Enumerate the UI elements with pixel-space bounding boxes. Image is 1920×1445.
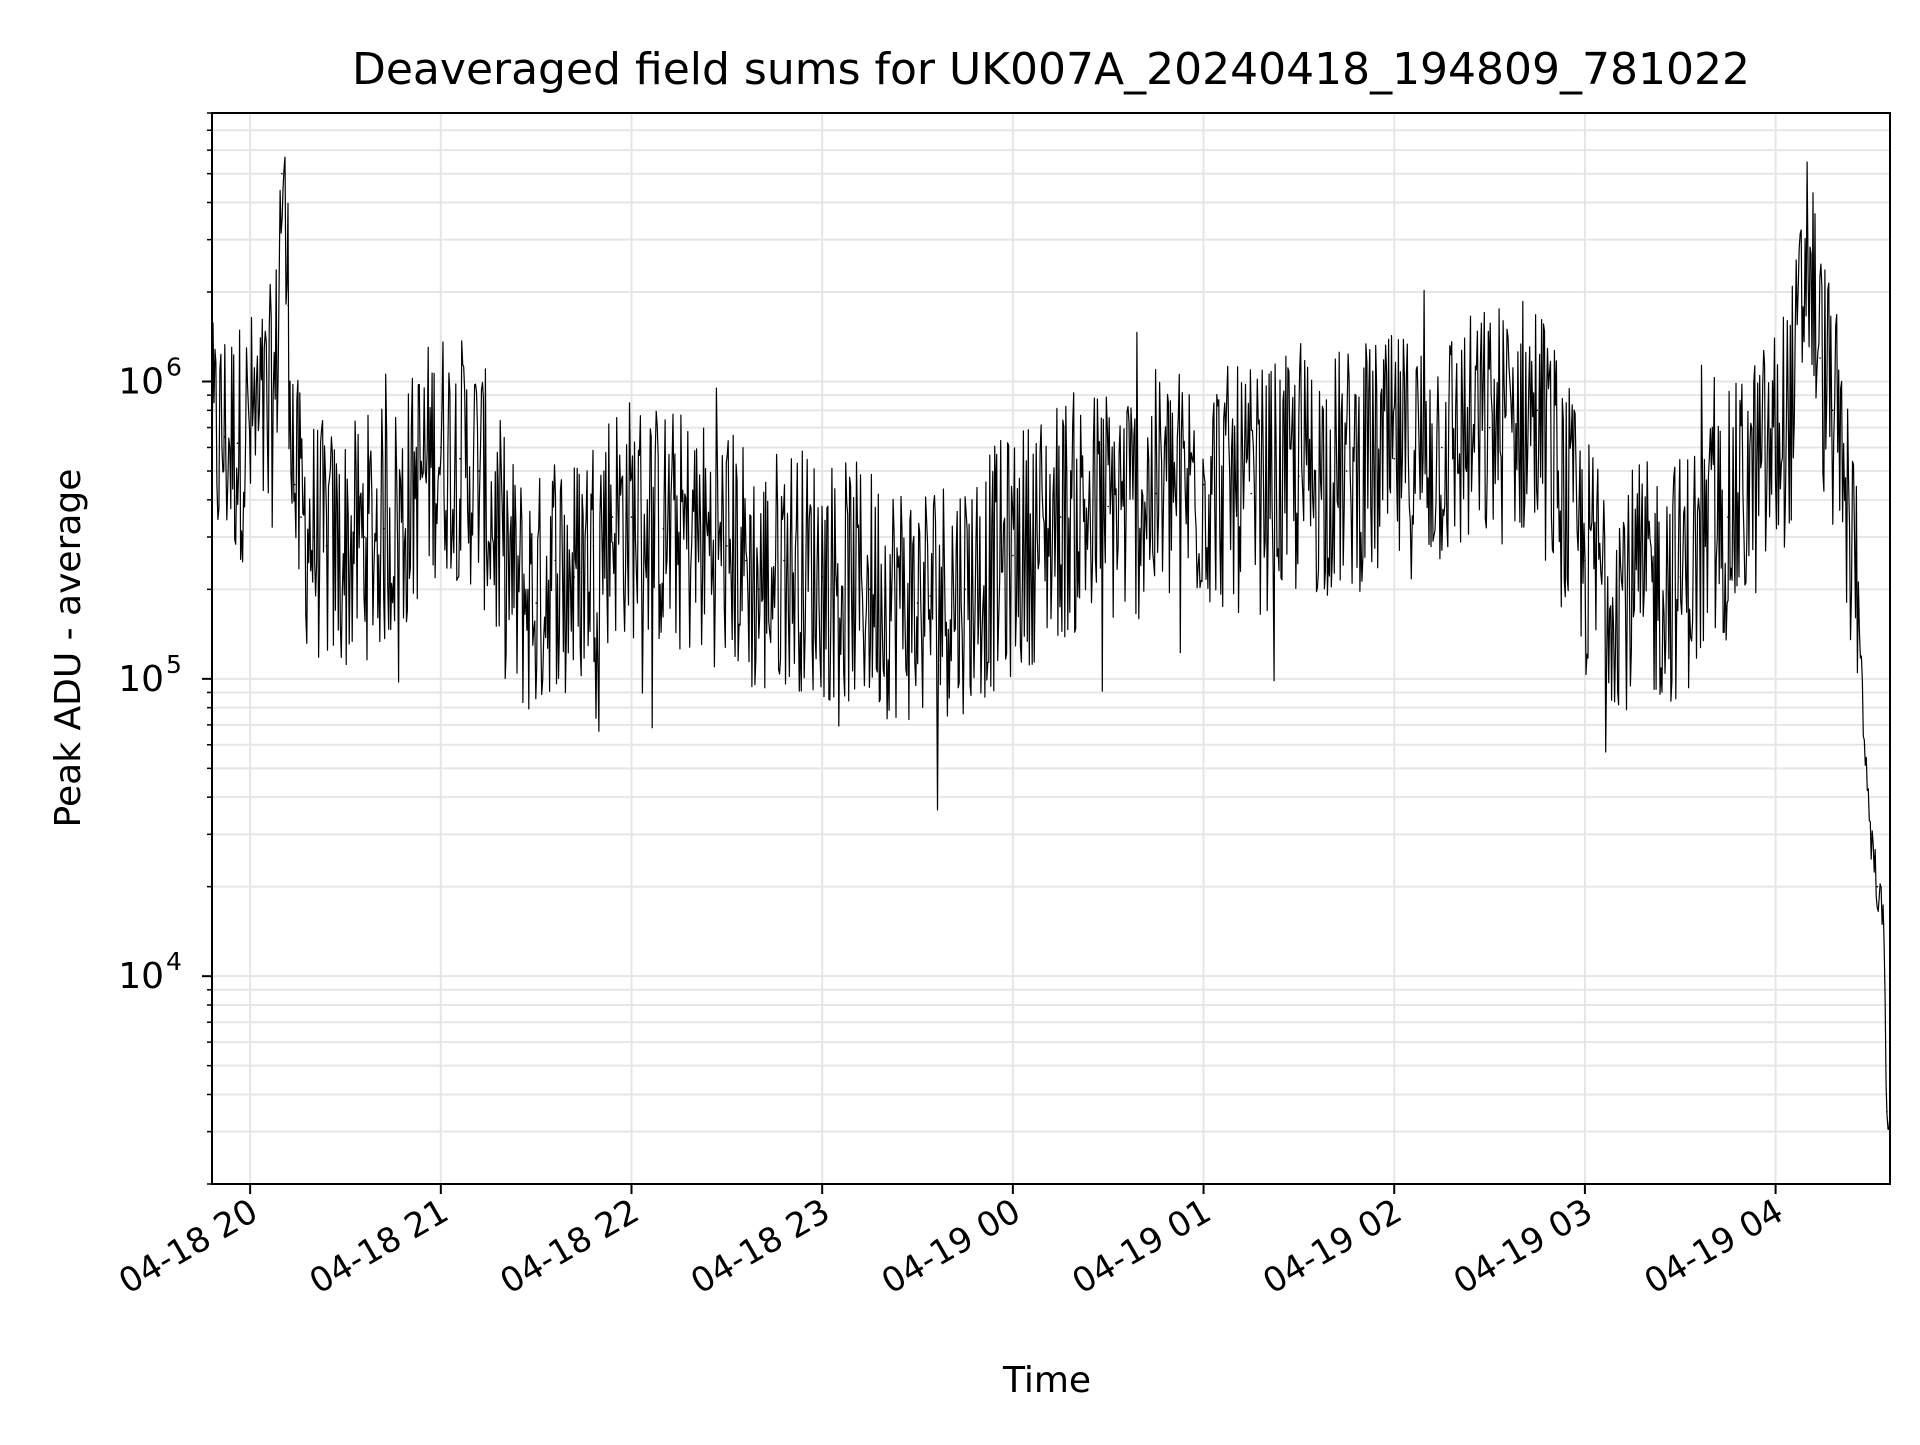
y-tick-label-exponent: 5 [166, 650, 182, 679]
y-tick-label-exponent: 6 [166, 353, 182, 382]
data-point [1488, 426, 1491, 429]
data-point [1345, 470, 1348, 472]
data-series-line [211, 156, 1891, 1130]
data-point [573, 576, 576, 578]
data-point [1857, 588, 1859, 591]
data-point [1832, 409, 1834, 412]
data-point [1886, 1110, 1888, 1113]
data-point [1876, 885, 1879, 888]
data-point [1441, 446, 1443, 449]
data-point [662, 527, 665, 530]
data-point [1012, 554, 1014, 557]
data-point [1882, 923, 1885, 925]
data-point [964, 588, 966, 591]
data-point [1202, 483, 1205, 486]
data-point [325, 545, 328, 547]
data-point [300, 516, 302, 518]
y-tick-label: 10 [118, 956, 164, 997]
data-point [440, 446, 442, 449]
data-point [497, 536, 499, 538]
data-point [262, 426, 264, 429]
data-point [287, 304, 290, 307]
data-point [535, 602, 537, 604]
data-point [745, 559, 747, 562]
data-point [1536, 409, 1538, 412]
data-point [554, 559, 556, 562]
data-point [478, 470, 480, 472]
data-point [344, 549, 347, 552]
data-point [516, 588, 518, 591]
data-point [249, 430, 251, 433]
data-point [459, 457, 461, 460]
data-point [363, 536, 366, 538]
data-point [1298, 475, 1300, 478]
data-point [611, 516, 614, 518]
data-point [694, 536, 696, 538]
data-point [592, 545, 595, 547]
data-point [1393, 457, 1395, 460]
data-point [312, 536, 315, 538]
data-point [1774, 446, 1777, 449]
data-point [274, 394, 277, 396]
data-point [757, 588, 760, 591]
plot-frame [211, 112, 1891, 1185]
data-point [783, 559, 785, 562]
data-point [1155, 492, 1157, 495]
y-tick-label: 10 [118, 659, 164, 700]
data-point [293, 483, 296, 486]
data-point [401, 516, 404, 518]
data-point [223, 436, 226, 438]
data-point [1727, 516, 1729, 518]
data-point [1870, 833, 1872, 836]
data-point [916, 602, 919, 604]
data-point [1059, 516, 1062, 518]
data-point [281, 172, 283, 175]
data-layer [211, 156, 1891, 1130]
data-point [869, 588, 871, 591]
data-point [1679, 576, 1682, 578]
data-point [929, 595, 931, 597]
data-point [1844, 499, 1847, 501]
data-point [1631, 588, 1634, 591]
y-tick-label: 10 [118, 362, 164, 403]
y-tick-label-exponent: 4 [166, 947, 182, 976]
data-point [236, 442, 239, 445]
data-point [726, 545, 728, 547]
data-point [1107, 505, 1109, 508]
data-point [1863, 744, 1866, 746]
data-point [630, 516, 633, 518]
data-point [338, 554, 340, 557]
x-axis-label: Time [1002, 1360, 1091, 1401]
data-point [421, 470, 423, 472]
chart-title: Deaveraged field sums for UK007A_2024041… [352, 44, 1750, 95]
data-point [1584, 559, 1586, 562]
y-axis-label: Peak ADU - average [48, 469, 89, 828]
data-point [821, 576, 823, 578]
data-point [1793, 394, 1796, 396]
data-point [1250, 492, 1252, 495]
data-point [1819, 357, 1821, 359]
data-point [1806, 238, 1809, 241]
data-point [382, 527, 385, 530]
